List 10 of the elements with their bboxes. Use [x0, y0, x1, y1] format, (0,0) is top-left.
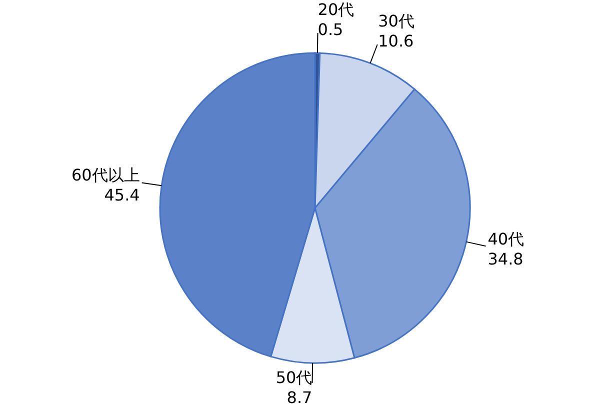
slice-label: 50代 — [276, 368, 312, 387]
data-label: 8.7 — [286, 388, 312, 407]
slice-label: 60代以上 — [71, 166, 140, 185]
slice-label: 30代 — [378, 12, 414, 31]
slice-label: 40代 — [488, 230, 524, 249]
data-label: 45.4 — [104, 186, 140, 205]
slice-label: 20代 — [318, 0, 354, 20]
data-label: 10.6 — [378, 32, 414, 51]
data-label: 34.8 — [488, 250, 524, 269]
data-label: 0.5 — [318, 20, 344, 40]
